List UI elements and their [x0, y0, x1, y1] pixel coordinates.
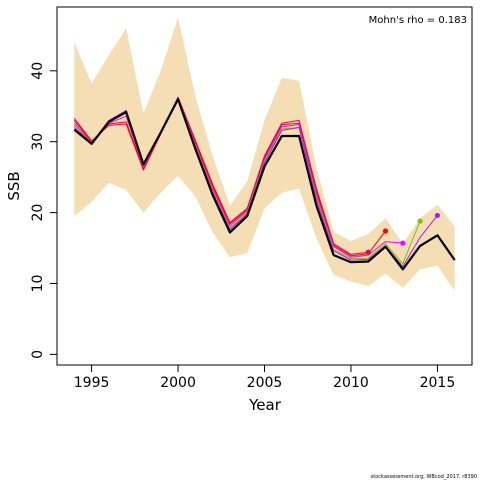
- y-tick-label: 10: [30, 275, 46, 293]
- series-line-peel-3: [73, 97, 403, 258]
- y-tick-label: 30: [30, 133, 46, 151]
- y-tick-label: 20: [30, 204, 46, 222]
- x-tick-label: 2005: [247, 375, 283, 391]
- series-line-peel-5: [73, 96, 369, 255]
- series-endpoint-marker-1: [434, 212, 441, 219]
- series-line-main: [73, 98, 456, 271]
- x-tick-label: 2000: [160, 375, 196, 391]
- series-layer: [73, 96, 456, 271]
- series-endpoint-marker-3: [400, 240, 406, 246]
- confidence-band: [74, 17, 455, 291]
- y-axis: 0 10 20 30 40: [30, 62, 58, 359]
- series-endpoint-marker-2: [417, 218, 423, 224]
- series-endpoint-marker-5: [365, 249, 371, 255]
- marker-layer: [365, 212, 441, 255]
- y-tick-label: 0: [30, 350, 46, 359]
- x-tick-label: 2015: [420, 375, 456, 391]
- x-tick-label: 1995: [74, 375, 110, 391]
- confidence-band-layer: [74, 17, 455, 291]
- x-axis-title: Year: [248, 396, 282, 414]
- y-tick-label: 40: [30, 62, 46, 80]
- footer-credit: stockassessment.org, WBcod_2017, r8390: [371, 474, 477, 480]
- y-axis-title: SSB: [5, 171, 23, 200]
- x-axis: 1995 2000 2005 2010 2015: [74, 364, 456, 391]
- x-tick-label: 2010: [333, 375, 369, 391]
- series-endpoint-marker-4: [382, 228, 389, 234]
- mohns-rho-annotation: Mohn's rho = 0.183: [369, 15, 467, 26]
